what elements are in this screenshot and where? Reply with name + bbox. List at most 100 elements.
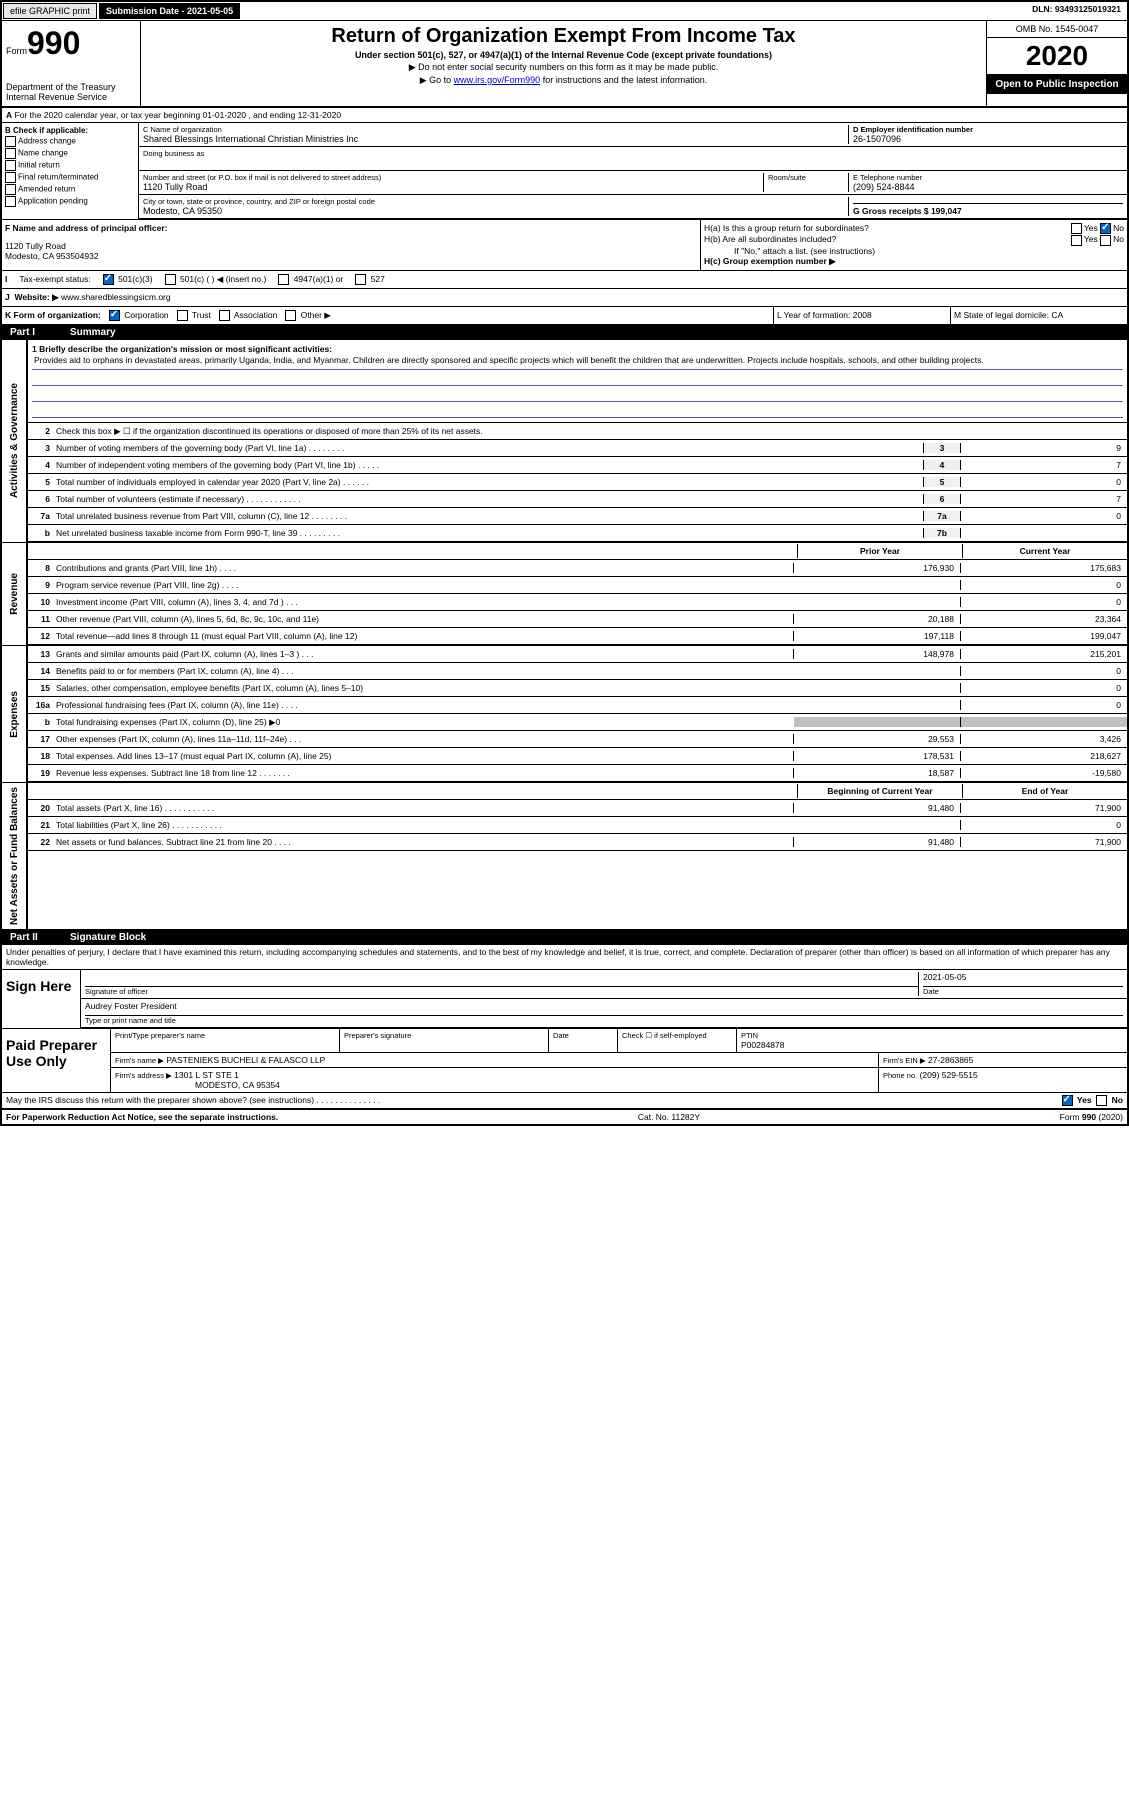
e-label: E Telephone number: [853, 173, 1123, 182]
org-name: Shared Blessings International Christian…: [143, 134, 848, 144]
form-version: Form 990 (2020): [1060, 1112, 1123, 1122]
prep-check[interactable]: Check ☐ if self-employed: [622, 1031, 732, 1040]
m-state: M State of legal domicile: CA: [950, 307, 1127, 324]
room-label: Room/suite: [768, 173, 848, 182]
g-label: G Gross receipts $ 199,047: [853, 206, 962, 216]
table-row: 7aTotal unrelated business revenue from …: [28, 508, 1127, 525]
subtitle: Under section 501(c), 527, or 4947(a)(1)…: [145, 50, 982, 60]
firm-phone: (209) 529-5515: [920, 1070, 978, 1080]
top-bar: efile GRAPHIC print Submission Date - 20…: [2, 2, 1127, 21]
phone-value: (209) 524-8844: [853, 182, 1123, 192]
ha-yes[interactable]: [1071, 223, 1082, 234]
paid-preparer-row: Paid Preparer Use Only Print/Type prepar…: [2, 1029, 1127, 1093]
f-label: F Name and address of principal officer:: [5, 223, 697, 233]
col-prior: Prior Year: [797, 544, 962, 558]
table-row: 15Salaries, other compensation, employee…: [28, 680, 1127, 697]
dln: DLN: 93493125019321: [1026, 2, 1127, 20]
paperwork-notice: For Paperwork Reduction Act Notice, see …: [6, 1112, 278, 1122]
ptin-label: PTIN: [741, 1031, 1123, 1040]
net-assets-section: Net Assets or Fund Balances Beginning of…: [2, 783, 1127, 930]
ha-no[interactable]: [1100, 223, 1111, 234]
i-label: Tax-exempt status:: [19, 274, 90, 284]
instruction-1: ▶ Do not enter social security numbers o…: [145, 62, 982, 73]
cb-name-change[interactable]: Name change: [5, 148, 135, 159]
sig-date-label: Date: [923, 987, 1123, 996]
sidebar-revenue: Revenue: [7, 569, 22, 619]
firm-name: PASTENIEKS BUCHELI & FALASCO LLP: [166, 1055, 325, 1065]
table-row: 9Program service revenue (Part VIII, lin…: [28, 577, 1127, 594]
header-left: Form990 Department of the Treasury Inter…: [2, 21, 141, 106]
dba-label: Doing business as: [143, 149, 849, 158]
table-row: 5Total number of individuals employed in…: [28, 474, 1127, 491]
discuss-yes[interactable]: [1062, 1095, 1073, 1106]
b-label: B Check if applicable:: [5, 126, 88, 135]
part1-header: Part I Summary: [2, 325, 1127, 340]
ptin-value: P00284878: [741, 1040, 1123, 1050]
table-row: bTotal fundraising expenses (Part IX, co…: [28, 714, 1127, 731]
cb-527[interactable]: [355, 274, 366, 285]
firm-name-label: Firm's name ▶: [115, 1056, 164, 1065]
cb-initial-return[interactable]: Initial return: [5, 160, 135, 171]
governance-section: Activities & Governance 1 Briefly descri…: [2, 340, 1127, 543]
instruction-2: ▶ Go to www.irs.gov/Form990 for instruct…: [145, 75, 982, 86]
efile-button[interactable]: efile GRAPHIC print: [3, 3, 97, 19]
hb-yes[interactable]: [1071, 235, 1082, 246]
discuss-text: May the IRS discuss this return with the…: [6, 1095, 1062, 1106]
period-text: For the 2020 calendar year, or tax year …: [15, 110, 342, 120]
firm-addr1: 1301 L ST STE 1: [174, 1070, 239, 1080]
sig-name-value: Audrey Foster President: [85, 1001, 1123, 1016]
table-row: 4Number of independent voting members of…: [28, 457, 1127, 474]
table-row: bNet unrelated business taxable income f…: [28, 525, 1127, 542]
table-row: 17Other expenses (Part IX, column (A), l…: [28, 731, 1127, 748]
col-b-checkboxes: B Check if applicable: Address change Na…: [2, 123, 139, 219]
sig-name-label: Type or print name and title: [85, 1016, 1123, 1025]
col-begin: Beginning of Current Year: [797, 784, 962, 798]
inst2-post: for instructions and the latest informat…: [540, 75, 707, 85]
website-label: Website: ▶: [14, 292, 58, 303]
cb-trust[interactable]: [177, 310, 188, 321]
line2: Check this box ▶ ☐ if the organization d…: [54, 425, 1127, 438]
sign-here-row: Sign Here Signature of officer 2021-05-0…: [2, 970, 1127, 1029]
cb-corp[interactable]: [109, 310, 120, 321]
form-header: Form990 Department of the Treasury Inter…: [2, 21, 1127, 108]
sidebar-net: Net Assets or Fund Balances: [7, 783, 22, 929]
table-row: 12Total revenue—add lines 8 through 11 (…: [28, 628, 1127, 645]
penalty-text: Under penalties of perjury, I declare th…: [2, 945, 1127, 970]
revenue-section: Revenue Prior Year Current Year 8Contrib…: [2, 543, 1127, 646]
table-row: 18Total expenses. Add lines 13–17 (must …: [28, 748, 1127, 765]
footer: For Paperwork Reduction Act Notice, see …: [2, 1110, 1127, 1124]
firm-addr-label: Firm's address ▶: [115, 1071, 172, 1080]
cb-other[interactable]: [285, 310, 296, 321]
table-row: 22Net assets or fund balances. Subtract …: [28, 834, 1127, 851]
cb-4947[interactable]: [278, 274, 289, 285]
form-container: efile GRAPHIC print Submission Date - 20…: [0, 0, 1129, 1126]
main-title: Return of Organization Exempt From Incom…: [145, 25, 982, 48]
cb-501c3[interactable]: [103, 274, 114, 285]
hb-label: H(b) Are all subordinates included?: [704, 234, 836, 245]
cb-501c[interactable]: [165, 274, 176, 285]
cb-assoc[interactable]: [219, 310, 230, 321]
k-label: K Form of organization:: [5, 310, 101, 320]
hc-label: H(c) Group exemption number ▶: [704, 256, 1124, 267]
addr-value: 1120 Tully Road: [143, 182, 763, 192]
ein-value: 26-1507096: [853, 134, 1123, 144]
form990-link[interactable]: www.irs.gov/Form990: [454, 75, 541, 85]
cb-address-change[interactable]: Address change: [5, 136, 135, 147]
mission-text: Provides aid to orphans in devastated ar…: [32, 354, 1123, 370]
klm-row: K Form of organization: Corporation Trus…: [2, 307, 1127, 325]
hb-note: If "No," attach a list. (see instruction…: [704, 246, 1124, 256]
cb-final-return[interactable]: Final return/terminated: [5, 172, 135, 183]
table-row: 10Investment income (Part VIII, column (…: [28, 594, 1127, 611]
c-label: C Name of organization: [143, 125, 848, 134]
period-line: A For the 2020 calendar year, or tax yea…: [2, 108, 1127, 123]
cb-amended[interactable]: Amended return: [5, 184, 135, 195]
sign-here-label: Sign Here: [2, 970, 81, 1028]
prep-name-label: Print/Type preparer's name: [115, 1031, 335, 1040]
hb-no[interactable]: [1100, 235, 1111, 246]
part2-header: Part II Signature Block: [2, 930, 1127, 945]
cb-application-pending[interactable]: Application pending: [5, 196, 135, 207]
tax-year: 2020: [987, 38, 1127, 75]
form-label: Form: [6, 46, 27, 56]
discuss-no[interactable]: [1096, 1095, 1107, 1106]
inst2-pre: ▶ Go to: [420, 75, 454, 85]
